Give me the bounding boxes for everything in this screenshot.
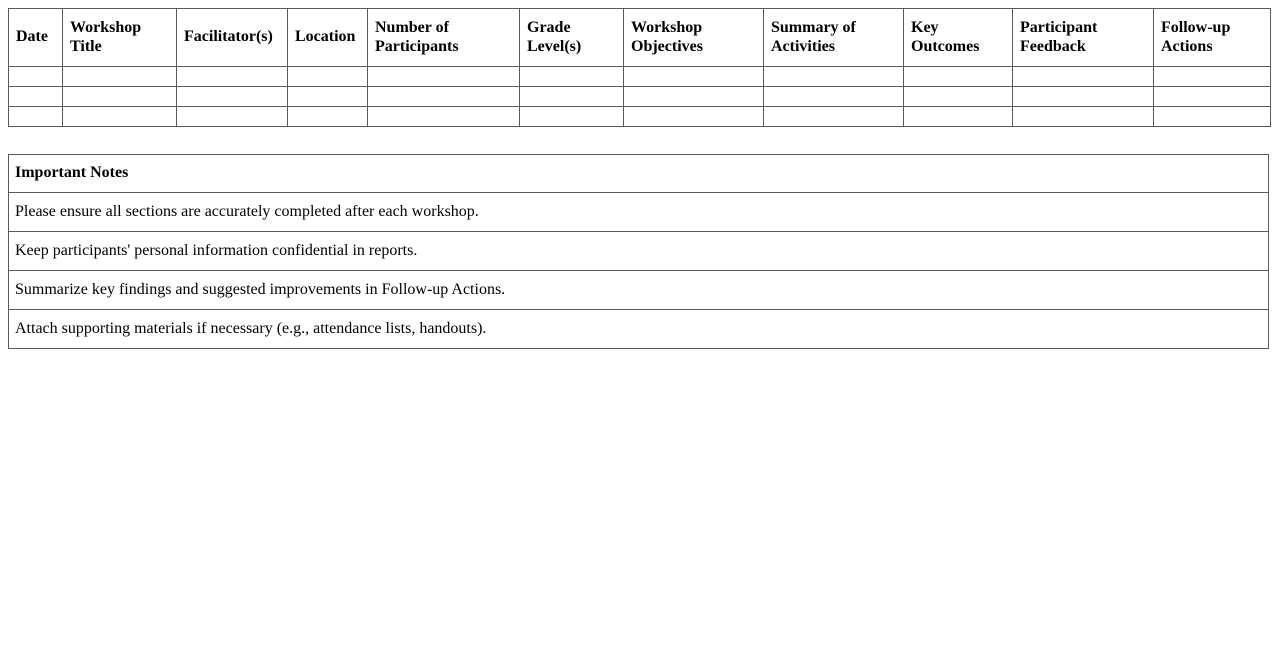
empty-cell [62,86,177,107]
note-row: Summarize key findings and suggested imp… [8,270,1269,310]
empty-cell [8,106,63,127]
empty-cell [62,106,177,127]
empty-cell [176,86,288,107]
empty-cell [763,106,904,127]
note-row: Keep participants' personal information … [8,231,1269,271]
column-header-grade-levels: Grade Level(s) [519,8,624,67]
workshop-table-empty-row [8,106,1271,127]
empty-cell [763,66,904,87]
notes-title-row: Important Notes [8,154,1269,193]
empty-cell [1153,66,1271,87]
empty-cell [519,66,624,87]
empty-cell [519,106,624,127]
note-row: Please ensure all sections are accuratel… [8,192,1269,232]
note-item: Summarize key findings and suggested imp… [8,270,1269,310]
notes-title: Important Notes [8,154,1269,193]
empty-cell [903,106,1013,127]
empty-cell [1012,66,1154,87]
column-header-summary-of-activities: Summary of Activities [763,8,904,67]
column-header-key-outcomes: Key Outcomes [903,8,1013,67]
note-item: Attach supporting materials if necessary… [8,309,1269,349]
empty-cell [1153,106,1271,127]
empty-cell [1012,86,1154,107]
empty-cell [287,86,368,107]
empty-cell [903,86,1013,107]
empty-cell [8,66,63,87]
empty-cell [367,86,520,107]
column-header-workshop-objectives: Workshop Objectives [623,8,764,67]
empty-cell [287,106,368,127]
empty-cell [1012,106,1154,127]
empty-cell [367,66,520,87]
empty-cell [176,106,288,127]
column-header-workshop-title: Workshop Title [62,8,177,67]
empty-cell [287,66,368,87]
workshop-report-table: Date Workshop Title Facilitator(s) Locat… [8,8,1271,127]
note-row: Attach supporting materials if necessary… [8,309,1269,349]
empty-cell [8,86,63,107]
column-header-location: Location [287,8,368,67]
workshop-table-header-row: Date Workshop Title Facilitator(s) Locat… [8,8,1271,67]
note-item: Keep participants' personal information … [8,231,1269,271]
empty-cell [763,86,904,107]
column-header-date: Date [8,8,63,67]
workshop-table-empty-row [8,66,1271,87]
empty-cell [903,66,1013,87]
empty-cell [623,86,764,107]
empty-cell [519,86,624,107]
column-header-participant-feedback: Participant Feedback [1012,8,1154,67]
note-item: Please ensure all sections are accuratel… [8,192,1269,232]
column-header-number-of-participants: Number of Participants [367,8,520,67]
empty-cell [62,66,177,87]
empty-cell [1153,86,1271,107]
workshop-table-empty-row [8,86,1271,107]
column-header-follow-up-actions: Follow-up Actions [1153,8,1271,67]
empty-cell [623,106,764,127]
empty-cell [176,66,288,87]
empty-cell [367,106,520,127]
important-notes-table: Important Notes Please ensure all sectio… [8,154,1269,349]
column-header-facilitators: Facilitator(s) [176,8,288,67]
empty-cell [623,66,764,87]
